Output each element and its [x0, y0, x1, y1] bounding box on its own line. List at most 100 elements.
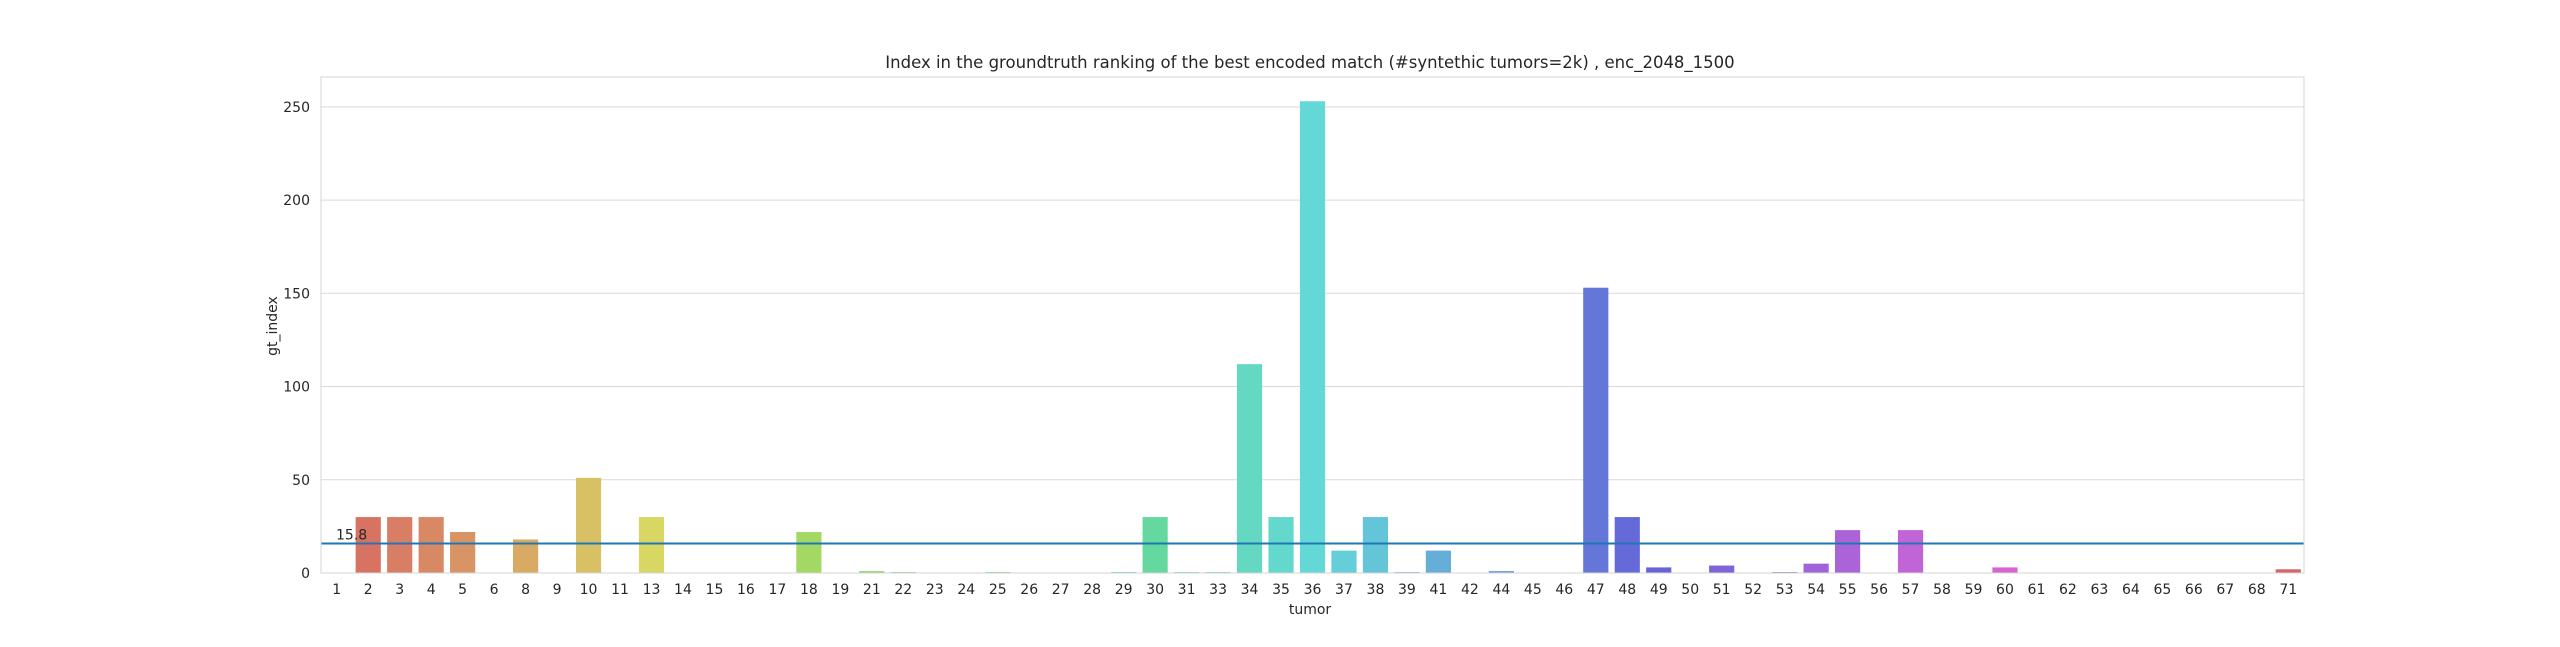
x-tick-label: 1: [332, 582, 341, 598]
x-tick-label: 57: [1902, 582, 1920, 598]
x-tick-label: 21: [863, 582, 881, 598]
x-tick-label: 27: [1052, 582, 1070, 598]
y-tick-label: 150: [283, 286, 310, 302]
x-tick-label: 34: [1241, 582, 1259, 598]
bar: [859, 571, 885, 573]
x-tick-label: 26: [1020, 582, 1038, 598]
x-tick-label: 29: [1115, 582, 1133, 598]
x-tick-label: 58: [1933, 582, 1951, 598]
bar: [1897, 530, 1924, 573]
x-tick-label: 48: [1618, 582, 1636, 598]
bar: [1992, 567, 2018, 573]
x-tick-label: 9: [553, 582, 562, 598]
x-tick-label: 3: [395, 582, 404, 598]
x-tick-label: 60: [1996, 582, 2014, 598]
x-tick-label: 25: [989, 582, 1007, 598]
x-tick-label: 13: [643, 582, 661, 598]
y-tick-label: 200: [283, 193, 310, 209]
x-tick-label: 52: [1744, 582, 1762, 598]
mean-reference-label: 15.8: [336, 528, 367, 544]
x-tick-label: 39: [1398, 582, 1416, 598]
x-tick-label: 61: [2028, 582, 2046, 598]
x-tick-label: 62: [2059, 582, 2077, 598]
x-tick-label: 14: [674, 582, 692, 598]
x-tick-label: 6: [490, 582, 499, 598]
bar: [387, 517, 413, 573]
bar: [1142, 517, 1168, 573]
x-tick-label: 23: [926, 582, 944, 598]
bar: [575, 477, 602, 573]
bar: [1709, 565, 1735, 573]
chart-title: Index in the groundtruth ranking of the …: [885, 53, 1734, 73]
bar: [355, 517, 381, 573]
x-tick-label: 28: [1083, 582, 1101, 598]
x-tick-label: 10: [580, 582, 598, 598]
x-tick-label: 22: [894, 582, 912, 598]
reference-line-group: 15.8: [321, 528, 2304, 545]
bar: [418, 517, 444, 573]
bar: [1646, 567, 1672, 573]
x-tick-label: 55: [1839, 582, 1857, 598]
x-tick-label: 51: [1713, 582, 1731, 598]
x-tick-label: 37: [1335, 582, 1353, 598]
x-tick-label: 66: [2185, 582, 2203, 598]
y-tick-label: 100: [283, 380, 310, 396]
x-tick-label: 42: [1461, 582, 1479, 598]
bar: [513, 539, 539, 573]
x-tick-label: 8: [521, 582, 530, 598]
bar: [1299, 101, 1326, 573]
x-tick-label: 64: [2122, 582, 2140, 598]
bar: [1268, 517, 1294, 573]
x-tick-label: 17: [768, 582, 786, 598]
x-tick-label: 46: [1555, 582, 1573, 598]
x-tick-label: 71: [2279, 582, 2297, 598]
x-tick-label: 65: [2153, 582, 2171, 598]
y-axis-label: gt_index: [265, 296, 281, 356]
y-tick-label: 0: [301, 566, 310, 582]
x-tick-label: 31: [1178, 582, 1196, 598]
x-tick-label: 56: [1870, 582, 1888, 598]
x-tick-label: 50: [1681, 582, 1699, 598]
x-tick-label: 33: [1209, 582, 1227, 598]
x-tick-label: 49: [1650, 582, 1668, 598]
x-tick-label: 16: [737, 582, 755, 598]
bars: [355, 101, 2301, 573]
x-tick-label: 68: [2248, 582, 2266, 598]
bar: [638, 517, 665, 573]
x-tick-label: 15: [706, 582, 724, 598]
x-tick-label: 24: [957, 582, 975, 598]
bar: [1614, 517, 1640, 573]
bar: [796, 531, 822, 573]
x-tick-label: 19: [831, 582, 849, 598]
bar: [1362, 517, 1389, 573]
bar: [1425, 550, 1451, 573]
x-tick-label: 53: [1776, 582, 1794, 598]
x-tick-label: 44: [1492, 582, 1510, 598]
x-tick-label: 4: [427, 582, 436, 598]
x-tick-label: 18: [800, 582, 818, 598]
y-tick-label: 250: [283, 100, 310, 116]
x-tick-label: 63: [2090, 582, 2108, 598]
y-tick-label: 50: [292, 473, 310, 489]
bar: [2275, 569, 2301, 573]
x-tick-label: 54: [1807, 582, 1825, 598]
bar: [1488, 571, 1514, 573]
x-tick-label: 45: [1524, 582, 1542, 598]
x-tick-label: 47: [1587, 582, 1605, 598]
bar: [1331, 550, 1357, 573]
bar: [1835, 530, 1861, 573]
x-tick-label: 38: [1367, 582, 1385, 598]
bar: [450, 531, 476, 573]
x-tick-label: 30: [1146, 582, 1164, 598]
bar: [1803, 563, 1829, 573]
x-tick-label: 36: [1304, 582, 1322, 598]
y-tick-labels: 0 50 100 150 200 250: [283, 100, 310, 582]
x-tick-labels: 1 2 3 4 5 6 8 9 10 11 13 14 15 16 17 18 19 21 22 23 24 25 26 27…: [332, 582, 2297, 598]
bar: [1583, 287, 1609, 573]
x-axis-label: tumor: [1289, 602, 1332, 618]
bar: [1236, 364, 1263, 573]
x-tick-label: 5: [458, 582, 467, 598]
x-tick-label: 35: [1272, 582, 1290, 598]
x-tick-label: 59: [1965, 582, 1983, 598]
